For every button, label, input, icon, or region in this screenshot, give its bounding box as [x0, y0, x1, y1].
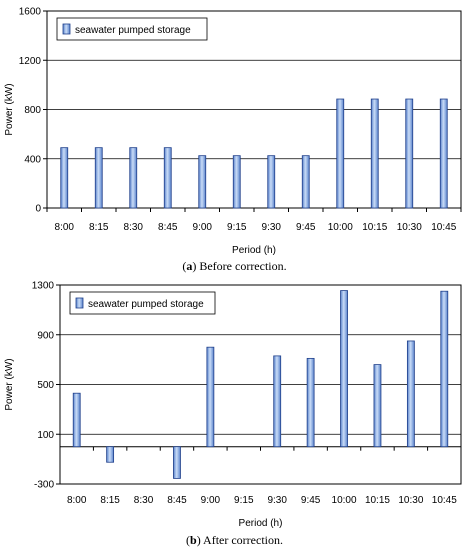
x-tick-label: 8:30 [134, 495, 154, 506]
bar-9:45 [301, 155, 310, 209]
bar-9:30 [267, 155, 276, 209]
y-tick-label: 100 [37, 430, 54, 441]
legend: seawater pumped storage [56, 17, 208, 41]
bar-8:45 [163, 147, 172, 209]
bar-8:15 [94, 147, 103, 209]
x-tick-label: 8:00 [67, 495, 87, 506]
x-tick-label: 9:45 [296, 222, 316, 233]
x-tick-label: 9:00 [193, 222, 213, 233]
legend-box [69, 291, 216, 315]
x-tick-label: 9:30 [262, 222, 282, 233]
y-tick-label: 1300 [32, 281, 55, 292]
y-axis-title: Power (kW) [4, 83, 15, 135]
y-tick-label: 400 [24, 154, 41, 165]
bar-9:00 [206, 346, 215, 448]
x-axis-title: Period (h) [239, 518, 283, 529]
y-tick-label: -300 [34, 480, 54, 491]
x-tick-label: 9:15 [234, 495, 254, 506]
x-tick-label: 9:45 [301, 495, 321, 506]
bar-9:45 [306, 357, 315, 448]
x-tick-label: 10:15 [362, 222, 387, 233]
x-tick-label: 10:00 [328, 222, 353, 233]
x-tick-label: 8:45 [158, 222, 178, 233]
bar-8:00 [60, 147, 69, 209]
y-tick-label: 500 [37, 380, 54, 391]
x-tick-label: 8:00 [55, 222, 75, 233]
y-tick-label: 1200 [19, 56, 42, 67]
x-tick-label: 8:15 [100, 495, 120, 506]
x-tick-label: 8:45 [167, 495, 187, 506]
bar-10:15 [370, 98, 379, 209]
y-tick-label: 800 [24, 105, 41, 116]
bar-8:00 [72, 392, 81, 448]
y-tick-label: 0 [35, 204, 41, 215]
legend-swatch [62, 23, 71, 35]
bar-10:15 [373, 364, 382, 448]
x-tick-label: 9:15 [227, 222, 247, 233]
caption-b-label: b [190, 533, 197, 547]
legend-swatch [75, 297, 84, 309]
y-axis-title: Power (kW) [4, 358, 15, 410]
caption-b-text: After correction. [203, 533, 283, 547]
bar-10:45 [439, 98, 448, 209]
bar-8:45 [173, 446, 181, 479]
x-tick-label: 10:15 [365, 495, 390, 506]
bar-10:45 [440, 290, 449, 448]
bar-8:30 [129, 147, 138, 209]
legend: seawater pumped storage [69, 291, 216, 315]
legend-box [56, 17, 208, 41]
legend-label: seawater pumped storage [88, 299, 204, 310]
y-tick-label: 1600 [19, 7, 42, 18]
chart-after-correction: -300 100 500 900 1300 8:00 8:15 8:30 8:45 9:00 9:1… [4, 281, 462, 529]
caption-b: (b) After correction. [186, 533, 283, 547]
y-tick-label: 900 [37, 330, 54, 341]
x-tick-label: 8:15 [89, 222, 109, 233]
x-tick-label: 10:45 [431, 222, 456, 233]
legend-label: seawater pumped storage [75, 25, 191, 36]
bar-10:30 [405, 98, 414, 209]
x-tick-label: 10:00 [332, 495, 357, 506]
bar-8:15 [106, 446, 115, 463]
bar-10:00 [336, 98, 345, 209]
x-tick-label: 8:30 [124, 222, 144, 233]
x-tick-label: 9:00 [201, 495, 221, 506]
x-tick-label: 9:30 [267, 495, 287, 506]
chart-before-correction: 0 400 800 1200 1600 8:00 8:15 8:30 8:45 9:00 9:15 9… [4, 7, 462, 256]
caption-a-text: Before correction. [199, 259, 287, 273]
x-tick-label: 10:30 [397, 222, 422, 233]
x-tick-label: 10:30 [398, 495, 423, 506]
bar-9:15 [232, 155, 241, 209]
caption-a: (a) Before correction. [182, 259, 287, 273]
bar-10:30 [406, 340, 415, 448]
x-tick-label: 10:45 [432, 495, 457, 506]
bar-9:00 [198, 155, 207, 209]
bar-9:30 [273, 355, 282, 448]
bar-10:00 [340, 290, 348, 448]
x-axis-title: Period (h) [232, 245, 276, 256]
caption-a-label: a [186, 259, 193, 273]
